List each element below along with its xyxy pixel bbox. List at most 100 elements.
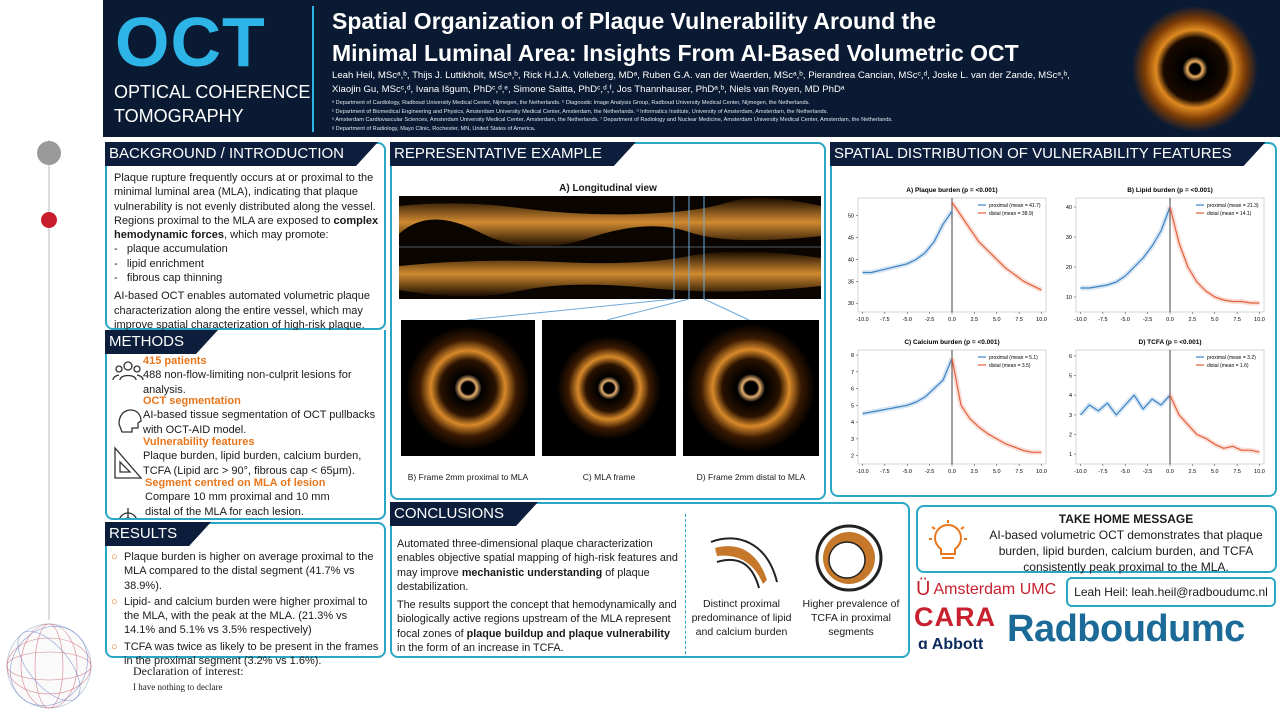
title: Spatial Organization of Plaque Vulnerabi… — [332, 5, 1019, 69]
text: The results support the concept that hem… — [397, 599, 677, 640]
legend-label: distal (mean = 1.6) — [1207, 363, 1249, 369]
result-text: TCFA was twice as likely to be present i… — [124, 640, 379, 668]
logo-text: Amsterdam UMC — [933, 580, 1057, 598]
margin-decoration — [6, 140, 92, 709]
oct-image — [1132, 6, 1258, 132]
result-text: Lipid- and calcium burden were higher pr… — [124, 595, 368, 637]
spatial-panel: SPATIAL DISTRIBUTION OF VULNERABILITY FE… — [830, 142, 1277, 497]
bold-text: plaque buildup and plaque vulnerability — [466, 627, 670, 640]
x-tick-label: 2.5 — [971, 317, 979, 323]
methods-panel: METHODS 415 patients 488 non-flow-limitin… — [105, 330, 386, 520]
list-text: plaque accumulation — [126, 243, 228, 256]
x-tick-label: 2.5 — [1189, 317, 1197, 323]
series-line — [1169, 206, 1260, 304]
take-home-text: AI-based volumetric OCT demonstrates tha… — [989, 528, 1263, 574]
method-text: 488 non-flow-limiting non-culprit lesion… — [143, 369, 352, 396]
x-tick-label: 0.0 — [1166, 317, 1174, 323]
x-tick-label: -10.0 — [1074, 317, 1087, 323]
acronym-line: OPTICAL COHERENCE — [114, 82, 311, 102]
method-text: AI-based tissue segmentation of OCT pull… — [143, 409, 376, 436]
acronym-line: TOMOGRAPHY — [114, 106, 244, 126]
paragraph: Automated three-dimensional plaque chara… — [397, 537, 680, 594]
chart: C) Calcium burden (p = <0.001) 2 3 4 5 6 7 8 -10… — [851, 339, 1047, 475]
x-tick-label: -5.0 — [902, 317, 911, 323]
chart-slot: D) TCFA (p = <0.001) 1 2 3 4 5 6 -10.0 -7.5 -5.0 -… — [1054, 334, 1270, 489]
acronym-full: OPTICAL COHERENCE TOMOGRAPHY — [114, 80, 310, 128]
y-tick-label: 30 — [1066, 235, 1072, 241]
divider — [312, 6, 314, 132]
y-tick-label: 1 — [1069, 452, 1072, 458]
x-tick-label: -10.0 — [856, 469, 869, 475]
y-tick-label: 6 — [851, 387, 854, 393]
chart-title: C) Calcium burden (p = <0.001) — [904, 339, 999, 346]
x-tick-label: 5.0 — [1211, 469, 1219, 475]
x-tick-label: -2.5 — [1143, 469, 1152, 475]
background-panel: BACKGROUND / INTRODUCTION Plaque rupture… — [105, 142, 386, 332]
results-panel: RESULTS ○ Plaque burden is higher on aver… — [105, 522, 386, 667]
method-title: Segment centred on MLA of lesion — [145, 477, 326, 489]
y-tick-label: 40 — [848, 257, 854, 263]
author-line: Leah Heil, MScᵃ,ᵇ, Thijs J. Luttikholt, … — [332, 70, 1070, 81]
legend-label: proximal (mean = 41.7) — [989, 203, 1041, 209]
section-heading: CONCLUSIONS — [390, 502, 538, 526]
x-tick-label: 10.0 — [1036, 469, 1047, 475]
chart-slot: A) Plaque burden (p = <0.001) 30 35 40 45 50 -… — [836, 182, 1052, 337]
list-text: fibrous cap thinning — [126, 272, 223, 285]
y-tick-label: 2 — [851, 454, 854, 460]
x-tick-label: -2.5 — [1143, 317, 1152, 323]
lightbulb-icon — [929, 520, 967, 559]
affiliations: ᵃ Department of Cardiology, Radboud Univ… — [332, 99, 893, 133]
x-tick-label: -5.0 — [902, 469, 911, 475]
method-text: Compare 10 mm proximal and 10 mm distal … — [145, 491, 330, 518]
y-tick-label: 35 — [848, 279, 854, 285]
declaration-title: Declaration of interest: — [133, 664, 244, 678]
series-line — [862, 358, 953, 415]
oct-figure — [399, 196, 821, 456]
affiliation: ᵉ Amsterdam Cardiovascular Sciences, Ams… — [332, 117, 893, 123]
conclusion-icons — [710, 524, 883, 592]
title-line: Spatial Organization of Plaque Vulnerabi… — [332, 8, 937, 34]
background-text: Plaque rupture frequently occurs at or p… — [114, 171, 379, 332]
series-line — [951, 202, 1042, 291]
bold-text: complex hemodynamic forces — [114, 214, 379, 242]
series-line — [1169, 394, 1260, 453]
take-home-heading: TAKE HOME MESSAGE — [1058, 512, 1194, 526]
x-tick-label: 7.5 — [1233, 469, 1241, 475]
section-heading: METHODS — [105, 330, 218, 354]
x-tick-label: -7.5 — [880, 469, 889, 475]
header: OCT OPTICAL COHERENCE TOMOGRAPHY Spatial… — [103, 0, 1280, 137]
affiliation: ᵍ Department of Radiology, Mayo Clinic, … — [332, 125, 536, 132]
paragraph: Plaque rupture frequently occurs at or p… — [114, 171, 379, 242]
series-line — [1080, 394, 1171, 416]
chart: D) TCFA (p = <0.001) 1 2 3 4 5 6 -10.0 -7.5 -5.0 -… — [1069, 339, 1265, 475]
frame-caption: D) Frame 2mm distal to MLA — [696, 472, 806, 482]
contact: Leah Heil: leah.heil@radboudumc.nl — [1066, 577, 1276, 607]
y-tick-label: 45 — [848, 235, 854, 241]
legend-label: distal (mean = 14.1) — [1207, 211, 1252, 217]
y-tick-label: 7 — [851, 370, 854, 376]
section-heading: REPRESENTATIVE EXAMPLE — [390, 142, 636, 166]
y-tick-label: 10 — [1066, 295, 1072, 301]
legend-label: proximal (mean = 5.1) — [989, 355, 1038, 361]
declaration: Declaration of interest: I have nothing … — [133, 664, 244, 692]
logo-text: Abbott — [931, 636, 984, 653]
method-item: Segment centred on MLA of lesion Compare … — [145, 476, 345, 519]
method-item: Vulnerability features Plaque burden, lip… — [143, 435, 381, 478]
paragraph: The results support the concept that hem… — [397, 598, 680, 655]
y-tick-label: 5 — [1069, 374, 1072, 380]
bold-text: mechanistic understanding — [461, 566, 603, 579]
x-tick-label: 2.5 — [1189, 469, 1197, 475]
y-tick-label: 30 — [848, 301, 854, 307]
list-item: - plaque accumulation — [114, 243, 228, 256]
divider — [685, 514, 686, 654]
x-tick-label: 5.0 — [993, 469, 1001, 475]
series-line — [862, 210, 953, 274]
text: of plaque destabilization. — [397, 566, 650, 593]
method-title: 415 patients — [143, 355, 207, 367]
figure-caption: Higher prevalence of TCFA in proximal se… — [802, 598, 900, 638]
declaration-text: I have nothing to declare — [133, 682, 223, 692]
method-item: OCT segmentation AI-based tissue segmenta… — [143, 394, 381, 437]
method-text: Plaque burden, lipid burden, calcium bur… — [143, 450, 362, 477]
take-home-panel: TAKE HOME MESSAGE AI-based volumetric OC… — [916, 505, 1277, 574]
